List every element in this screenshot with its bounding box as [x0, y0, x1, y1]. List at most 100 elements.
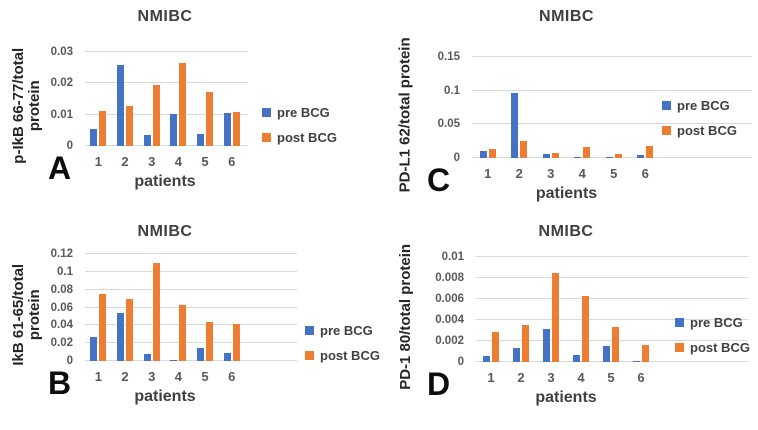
bar-group-patient-2: [506, 257, 536, 362]
y-tick-label: 0.12: [50, 248, 73, 260]
post-bcg-bar-patient-2: [522, 325, 529, 362]
chart-title: NMIBC: [538, 223, 594, 240]
x-axis-title: patients: [134, 173, 196, 190]
bar-group-patient-2: [112, 52, 139, 146]
gridline: [472, 56, 752, 57]
gridline: [472, 123, 752, 125]
post-bcg-bar-patient-5: [206, 91, 214, 146]
post-bcg-swatch-icon: [662, 126, 671, 135]
x-tick-label: 5: [607, 370, 615, 385]
pre-bcg-bar-patient-2: [511, 93, 519, 158]
bar-group-patient-5: [192, 52, 219, 146]
bar-group-patient-3: [138, 254, 165, 361]
gridline: [85, 51, 248, 52]
y-axis-title-text: PD-L1 62/total protein: [397, 37, 414, 192]
pre-bcg-bar-patient-6: [223, 352, 231, 361]
pre-bcg-bar-patient-3: [143, 135, 151, 146]
chart-panel-d: NMIBC PD-1 80/total protein 0 0.002 0.004 0…: [379, 215, 758, 430]
legend-item: post BCG: [262, 130, 337, 145]
post-bcg-swatch-icon: [675, 343, 684, 352]
y-tick-label: 0: [457, 356, 464, 368]
y-axis-title-line: IkB 61-65/total: [10, 263, 28, 366]
bar-group-patient-6: [218, 254, 245, 361]
x-tick-label: 4: [174, 154, 182, 169]
pre-bcg-bar-patient-3: [542, 153, 550, 158]
x-axis: 1 2 3 4 5 6: [85, 154, 245, 169]
pre-bcg-bar-patient-4: [574, 157, 582, 158]
bar-group-patient-4: [566, 257, 596, 362]
y-tick-label: 0: [453, 152, 460, 164]
x-tick-label: 6: [228, 369, 236, 384]
bar-groups: [472, 57, 661, 158]
gridline: [476, 277, 748, 278]
y-tick-label: 0: [66, 140, 73, 152]
legend-item: post BCG: [675, 340, 750, 355]
legend: pre BCG post BCG: [305, 323, 380, 363]
y-tick-label: 0.01: [441, 251, 464, 263]
x-tick-label: 2: [121, 369, 129, 384]
y-axis-title-text: PD-1 80/total protein: [397, 244, 414, 390]
pre-bcg-bar-patient-6: [633, 360, 640, 362]
bar-groups: [85, 52, 245, 146]
bar-group-patient-2: [504, 57, 536, 158]
post-bcg-bar-patient-5: [612, 327, 619, 362]
pre-bcg-swatch-icon: [262, 108, 271, 117]
gridline: [85, 253, 297, 254]
legend-label: post BCG: [677, 123, 737, 138]
panel-letter: A: [48, 150, 72, 186]
legend-item: pre BCG: [662, 98, 737, 113]
post-bcg-bar-patient-5: [614, 153, 622, 158]
gridline: [85, 145, 248, 146]
legend-item: post BCG: [662, 123, 737, 138]
legend-item: pre BCG: [305, 323, 380, 338]
y-tick-label: 0: [66, 355, 73, 367]
y-tick-label: 0.006: [435, 293, 464, 305]
y-tick-label: 0.06: [50, 301, 73, 314]
post-bcg-bar-patient-6: [232, 111, 240, 146]
y-axis: 0 0.002 0.004 0.006 0.008 0.01: [424, 251, 470, 368]
legend-item: pre BCG: [675, 315, 750, 330]
post-bcg-bar-patient-2: [126, 106, 133, 146]
x-tick-label: 4: [577, 370, 585, 385]
x-tick-label: 2: [517, 370, 525, 385]
gridline: [472, 89, 752, 91]
x-tick-label: 3: [547, 370, 555, 385]
post-bcg-bar-patient-6: [232, 324, 240, 361]
bar-group-patient-6: [218, 52, 245, 146]
post-bcg-bar-patient-4: [179, 304, 187, 361]
x-tick-label: 3: [148, 369, 156, 384]
y-axis-title-line: p-IkB 66-77/total: [10, 48, 28, 164]
gridline: [85, 270, 297, 272]
post-bcg-bar-patient-4: [582, 295, 589, 362]
y-tick-label: 0.15: [437, 51, 460, 63]
y-tick-label: 0.01: [50, 108, 73, 121]
chart-panel-c: NMIBC PD-L1 62/total protein 0 0.05 0.1 0.1…: [379, 0, 758, 215]
legend-label: post BCG: [690, 340, 750, 355]
x-axis: 1 2 3 4 5 6: [472, 166, 661, 181]
legend: pre BCG post BCG: [675, 315, 750, 355]
post-bcg-bar-patient-3: [552, 272, 559, 362]
legend: pre BCG post BCG: [262, 105, 337, 145]
y-tick-label: 0.1: [444, 84, 460, 97]
gridline: [85, 324, 297, 326]
legend-label: pre BCG: [677, 98, 730, 113]
bar-group-patient-6: [626, 257, 656, 362]
x-tick-label: 1: [94, 369, 102, 384]
gridline: [476, 319, 748, 320]
post-bcg-bar-patient-6: [646, 145, 654, 158]
x-tick-label: 1: [487, 370, 495, 385]
y-tick-label: 0.02: [50, 77, 73, 90]
panel-letter: C: [427, 162, 451, 198]
y-axis: 0 0.01 0.02 0.03: [33, 46, 79, 152]
post-bcg-bar-patient-3: [152, 262, 160, 361]
legend-item: post BCG: [305, 348, 380, 363]
x-tick-label: 5: [610, 166, 618, 181]
pre-bcg-bar-patient-2: [513, 348, 520, 362]
legend-label: pre BCG: [320, 323, 373, 338]
pre-bcg-bar-patient-2: [117, 312, 124, 361]
bar-group-patient-6: [630, 57, 662, 158]
post-bcg-bar-patient-6: [642, 345, 649, 362]
y-tick-label: 0.004: [435, 314, 464, 326]
bar-group-patient-3: [138, 52, 165, 146]
